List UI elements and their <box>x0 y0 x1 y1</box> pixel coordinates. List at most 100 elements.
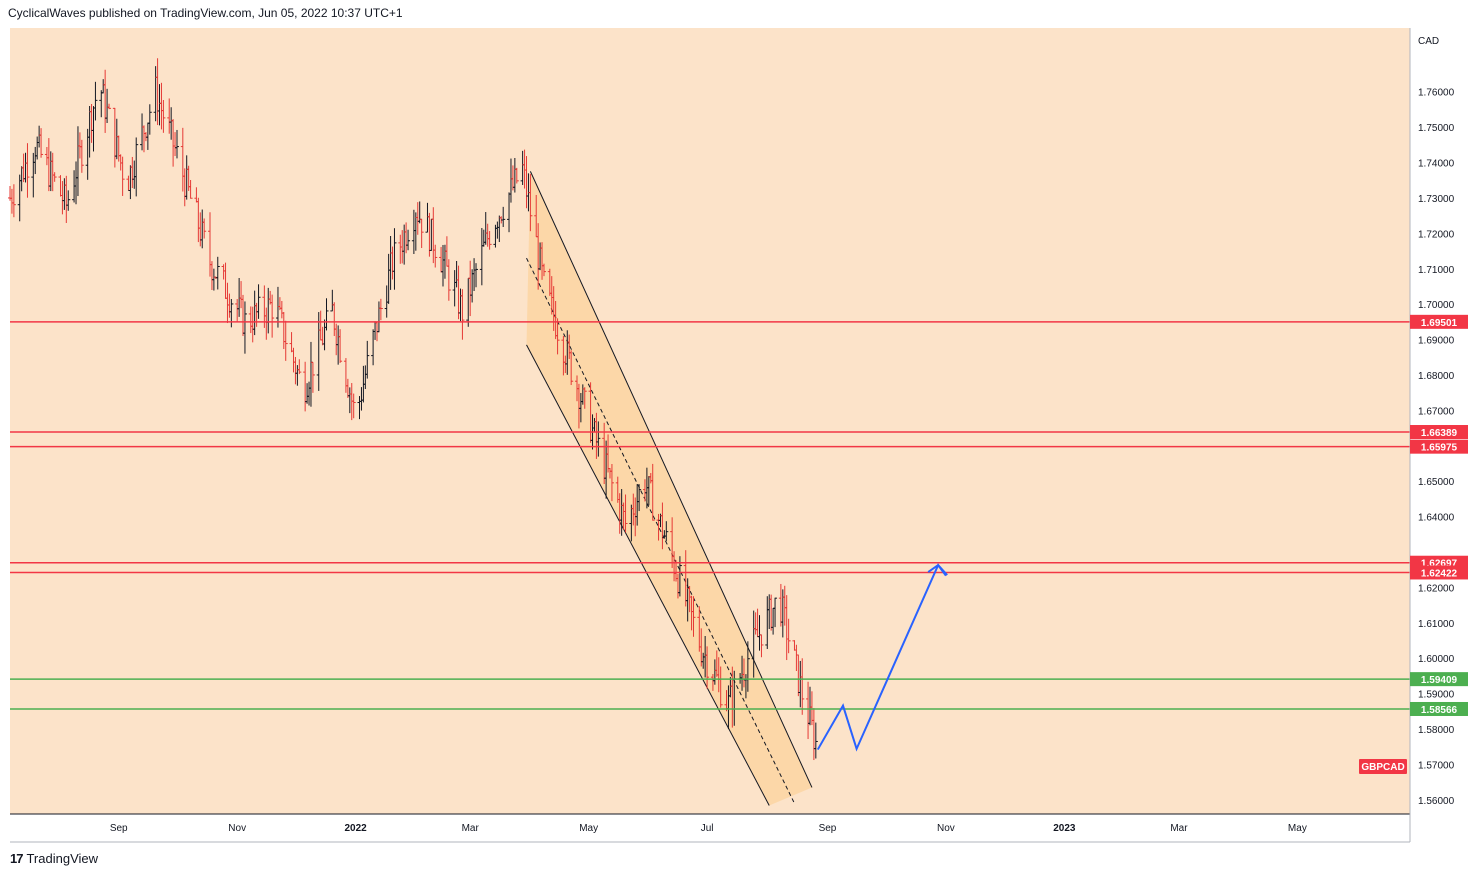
channel-fill <box>526 171 812 806</box>
levels-layer <box>10 321 1410 710</box>
ohlc-bar <box>596 421 601 457</box>
ohlc-bar <box>392 228 397 290</box>
level-price-tag <box>1410 565 1468 580</box>
y-tick-label: 1.73000 <box>1418 194 1455 205</box>
ohlc-bar <box>297 359 302 375</box>
x-tick-label: May <box>579 823 598 834</box>
ohlc-bar <box>501 206 506 227</box>
ohlc-bar <box>813 722 818 759</box>
footer: 17 TradingView <box>10 851 98 866</box>
y-axis: 1.76000 1.75000 1.74000 1.73000 1.72000 1.710… <box>1418 88 1455 807</box>
x-tick-label: Nov <box>228 823 246 834</box>
y-tick-label: 1.70000 <box>1418 300 1455 311</box>
ohlc-bar <box>229 299 234 328</box>
ohlc-bar <box>691 596 696 637</box>
ohlc-bar <box>446 259 451 301</box>
ohlc-bar <box>460 289 465 340</box>
level-price-tag <box>1410 701 1468 716</box>
ohlc-bar <box>487 231 492 250</box>
x-tick-label: 2023 <box>1053 823 1076 834</box>
y-tick-label: 1.65000 <box>1418 477 1455 488</box>
chart-background <box>10 28 1410 814</box>
ohlc-bar <box>773 597 778 628</box>
x-tick-label: Mar <box>1170 823 1188 834</box>
ohlc-bar <box>569 350 574 386</box>
y-tick-label: 1.76000 <box>1418 88 1455 99</box>
channel-upper-line <box>529 171 813 788</box>
ohlc-bar <box>11 184 16 218</box>
ohlc-bar <box>705 646 710 689</box>
y-tick-label: 1.59000 <box>1418 690 1455 701</box>
ohlc-bar <box>609 464 614 502</box>
ohlc-bar <box>79 139 84 173</box>
ohlc-bar <box>378 298 383 321</box>
ohlc-bar <box>419 218 424 249</box>
y-tick-label: 1.61000 <box>1418 619 1455 630</box>
ohlc-bar <box>188 179 193 199</box>
ohlc-bar <box>514 167 519 184</box>
ohlc-bar <box>786 618 791 654</box>
ohlc-bar <box>174 129 179 159</box>
ohlc-bar <box>52 172 57 182</box>
symbol-label: GBPCAD <box>1361 762 1404 773</box>
level-price-label: 1.66389 <box>1421 428 1458 439</box>
ohlc-bar <box>93 81 98 121</box>
ohlc-bar <box>310 361 315 393</box>
y-tick-label: 1.74000 <box>1418 159 1455 170</box>
ohlc-bar <box>541 263 546 277</box>
ohlc-bar <box>351 393 356 419</box>
y-tick-label: 1.71000 <box>1418 265 1455 276</box>
currency-label: CAD <box>1418 36 1439 47</box>
level-price-label: 1.62697 <box>1421 559 1458 570</box>
ohlc-bar <box>528 173 533 232</box>
level-price-tag <box>1410 672 1468 687</box>
ohlc-bar <box>433 244 438 268</box>
ohlc-bar <box>215 256 220 290</box>
y-tick-label: 1.57000 <box>1418 760 1455 771</box>
x-tick-label: 2022 <box>345 823 368 834</box>
ohlc-bar <box>134 137 139 197</box>
ohlc-bar <box>623 494 628 533</box>
ohlc-bar <box>406 229 411 251</box>
x-tick-label: Jul <box>701 823 714 834</box>
x-tick-label: Sep <box>110 823 128 834</box>
ohlc-bar <box>800 658 805 715</box>
x-tick-label: Nov <box>937 823 955 834</box>
ohlc-bar <box>759 634 764 658</box>
ohlc-bar <box>637 484 642 512</box>
x-tick-label: Sep <box>819 823 837 834</box>
ohlc-bar <box>202 218 207 239</box>
level-price-tag <box>1410 314 1468 329</box>
y-tick-label: 1.64000 <box>1418 513 1455 524</box>
publish-header: CyclicalWaves published on TradingView.c… <box>8 6 403 20</box>
ohlc-bar <box>66 190 71 211</box>
ohlc-bar <box>283 320 288 361</box>
ohlc-bar <box>650 463 655 521</box>
y-tick-label: 1.72000 <box>1418 229 1455 240</box>
level-price-label: 1.69501 <box>1421 318 1458 329</box>
x-axis: Sep Nov 2022 Mar May Jul Sep Nov 2023 Mar May <box>110 823 1307 834</box>
ohlc-bar <box>147 104 152 135</box>
y-tick-label: 1.62000 <box>1418 583 1455 594</box>
level-price-label: 1.58566 <box>1421 705 1458 716</box>
y-tick-label: 1.58000 <box>1418 725 1455 736</box>
ohlc-bar <box>555 318 560 355</box>
ohlc-bar <box>161 100 166 133</box>
ohlc-bar <box>324 298 329 331</box>
level-price-tag <box>1410 439 1468 454</box>
ohlc-bar <box>107 103 112 110</box>
ohlc-bar <box>242 301 247 354</box>
level-price-label: 1.62422 <box>1421 568 1458 579</box>
x-tick-label: Mar <box>462 823 480 834</box>
x-tick-label: May <box>1288 823 1307 834</box>
y-tick-label: 1.69000 <box>1418 336 1455 347</box>
level-price-label: 1.59409 <box>1421 675 1458 686</box>
ohlc-bar <box>338 329 343 363</box>
y-tick-label: 1.75000 <box>1418 123 1455 134</box>
y-tick-label: 1.60000 <box>1418 654 1455 665</box>
y-tick-label: 1.67000 <box>1418 406 1455 417</box>
ohlc-bar <box>270 294 275 338</box>
channel-mid-line <box>526 257 795 804</box>
